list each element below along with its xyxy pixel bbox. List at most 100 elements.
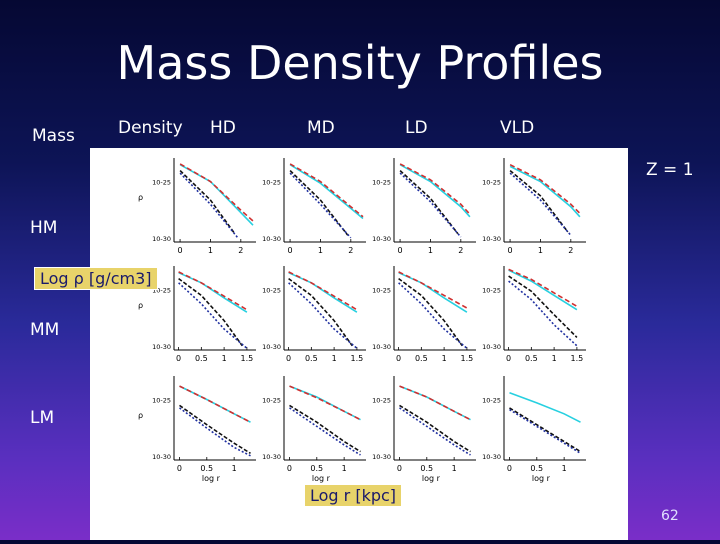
- series-line-dark: [288, 277, 353, 347]
- x-tick-label: 1.5: [461, 354, 474, 363]
- series-line-red: [399, 385, 471, 421]
- figure-panel: 0 1 2 10-25 10-30 ρ 0 1 2 10-25 10-30 0 1 2 10-25 10-30…: [90, 148, 628, 540]
- x-tick-label: 0: [177, 464, 182, 473]
- series-line-dark: [179, 404, 251, 454]
- x-tick-label: 0: [288, 246, 293, 255]
- series-line-red: [399, 163, 471, 215]
- hd-header: HD: [210, 118, 236, 138]
- subplot-r0-c3: 0 1 2 10-25 10-30: [482, 158, 586, 255]
- slide-number: 62: [661, 508, 679, 524]
- subplot-r1-c0: 0 0.5 1 1.5 10-25 10-30 ρ: [138, 266, 256, 363]
- x-tick-label: 1: [562, 464, 567, 473]
- y-tick-label: 10-25: [152, 397, 171, 405]
- row-label-hm: HM: [30, 218, 58, 238]
- y-tick-label: 10-25: [372, 287, 391, 295]
- redshift-label: Z = 1: [646, 160, 694, 180]
- y-tick-label: 10-25: [262, 397, 281, 405]
- subplot-r1-c1: 0 0.5 1 1.5 10-25 10-30: [262, 266, 366, 363]
- series-line-red: [289, 163, 364, 218]
- x-tick-label: 1: [222, 354, 227, 363]
- series-line-cyan: [179, 164, 254, 226]
- series-line-red: [288, 271, 358, 311]
- x-tick-label: 0: [287, 464, 292, 473]
- series-line-cyan: [288, 271, 358, 313]
- x-tick-label: 1: [552, 354, 557, 363]
- ld-header: LD: [405, 118, 428, 138]
- x-tick-label: 1: [332, 354, 337, 363]
- y-tick-label: 10-30: [482, 235, 501, 243]
- y-tick-label: 10-30: [372, 235, 391, 243]
- y-tick-label: 10-30: [152, 343, 171, 351]
- series-line-red: [179, 163, 254, 222]
- series-line-blue: [509, 408, 581, 454]
- series-line-blue: [289, 407, 361, 456]
- series-line-red: [398, 271, 468, 309]
- x-tick-label: 1: [538, 246, 543, 255]
- panel-y-label: ρ: [138, 193, 143, 202]
- x-tick-label: 1.5: [571, 354, 584, 363]
- x-tick-label: 0: [286, 354, 291, 363]
- x-tick-label: 2: [348, 246, 353, 255]
- series-line-cyan: [179, 385, 251, 423]
- series-line-dark: [399, 170, 459, 235]
- x-tick-label: 0: [506, 354, 511, 363]
- x-tick-label: 1: [452, 464, 457, 473]
- y-tick-label: 10-25: [482, 397, 501, 405]
- x-axis-label-box: Log r [kpc]: [304, 484, 403, 507]
- panel-x-label: log r: [532, 474, 551, 483]
- x-tick-label: 1: [208, 246, 213, 255]
- density-profile-grid: 0 1 2 10-25 10-30 ρ 0 1 2 10-25 10-30 0 1 2 10-25 10-30…: [138, 158, 586, 483]
- y-tick-label: 10-30: [372, 453, 391, 461]
- x-tick-label: 0: [507, 464, 512, 473]
- series-line-dark: [178, 277, 243, 347]
- y-axis-label-box: Log ρ [g/cm3]: [34, 267, 158, 290]
- y-tick-label: 10-25: [262, 287, 281, 295]
- x-tick-label: 0: [176, 354, 181, 363]
- density-header: Density: [118, 118, 183, 138]
- x-tick-label: 0: [178, 246, 183, 255]
- series-line-dark: [399, 404, 471, 453]
- series-line-cyan: [178, 271, 248, 313]
- y-tick-label: 10-30: [372, 343, 391, 351]
- y-tick-label: 10-30: [482, 343, 501, 351]
- series-line-blue: [289, 172, 352, 239]
- series-line-cyan: [509, 165, 581, 218]
- panel-y-label: ρ: [138, 301, 143, 310]
- series-line-red: [289, 385, 361, 421]
- x-tick-label: 0: [508, 246, 513, 255]
- y-tick-label: 10-25: [482, 287, 501, 295]
- series-line-cyan: [509, 392, 581, 423]
- panel-x-label: log r: [422, 474, 441, 483]
- subplot-r2-c3: 0 0.5 1 10-25 10-30 log r: [482, 376, 586, 483]
- series-line-dark: [398, 277, 463, 347]
- subplot-r1-c2: 0 0.5 1 1.5 10-25 10-30: [372, 266, 476, 363]
- y-tick-label: 10-25: [152, 179, 171, 187]
- y-tick-label: 10-30: [262, 343, 281, 351]
- x-tick-label: 1: [318, 246, 323, 255]
- panel-y-label: ρ: [138, 411, 143, 420]
- series-line-dark: [289, 404, 361, 453]
- x-tick-label: 0.5: [525, 354, 538, 363]
- row-label-mm: MM: [30, 320, 60, 340]
- slide-title: Mass Density Profiles: [116, 36, 604, 90]
- subplot-r2-c1: 0 0.5 1 10-25 10-30 log r: [262, 376, 366, 483]
- series-line-red: [508, 268, 578, 307]
- series-line-cyan: [289, 164, 364, 220]
- x-tick-label: 2: [458, 246, 463, 255]
- x-tick-label: 0.5: [415, 354, 428, 363]
- series-line-dark: [509, 407, 581, 453]
- y-tick-label: 10-25: [262, 179, 281, 187]
- x-tick-label: 1.5: [241, 354, 254, 363]
- series-line-blue: [399, 172, 462, 238]
- x-tick-label: 0.5: [195, 354, 208, 363]
- series-line-dark: [508, 275, 578, 338]
- subplot-r1-c3: 0 0.5 1 1.5 10-25 10-30: [482, 266, 586, 363]
- x-tick-label: 0.5: [310, 464, 323, 473]
- x-tick-label: 1: [442, 354, 447, 363]
- series-line-cyan: [508, 269, 578, 311]
- md-header: MD: [307, 118, 335, 138]
- series-line-blue: [509, 172, 572, 236]
- series-line-blue: [508, 280, 578, 347]
- subplot-r0-c0: 0 1 2 10-25 10-30 ρ: [138, 158, 256, 255]
- y-tick-label: 10-25: [152, 287, 171, 295]
